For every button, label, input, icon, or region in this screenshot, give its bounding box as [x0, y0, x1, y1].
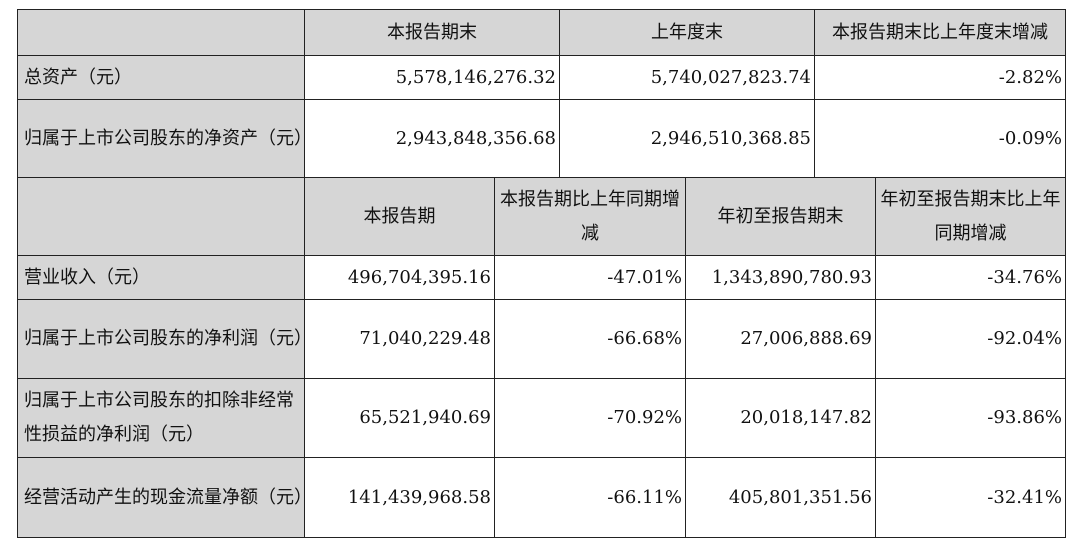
financial-table: 本报告期末 上年度末 本报告期末比上年度末增减 总资产（元） 5,578,146… [17, 9, 1066, 538]
income-section: 本报告期 本报告期比上年同期增减 年初至报告期末 年初至报告期末比上年同期增减 … [17, 178, 1066, 538]
header-empty [17, 178, 305, 256]
cell-value: -93.86% [876, 379, 1066, 458]
row-label: 归属于上市公司股东的净利润（元） [17, 300, 312, 379]
cell-value: 2,946,510,368.85 [560, 100, 815, 178]
header-prior-year-end: 上年度末 [560, 9, 815, 56]
cell-value: 71,040,229.48 [305, 300, 495, 379]
header-year-to-date: 年初至报告期末 [686, 178, 876, 256]
header-period-end: 本报告期末 [305, 9, 560, 56]
cell-value: -0.09% [815, 100, 1066, 178]
row-label: 归属于上市公司股东的净资产（元） [17, 100, 312, 178]
row-label: 营业收入（元） [17, 256, 305, 300]
cell-value: 5,578,146,276.32 [305, 56, 560, 100]
cell-value: -66.11% [495, 458, 686, 538]
header-empty [17, 9, 305, 56]
cell-value: -32.41% [876, 458, 1066, 538]
cell-value: -2.82% [815, 56, 1066, 100]
cell-value: -70.92% [495, 379, 686, 458]
cell-value: 65,521,940.69 [305, 379, 495, 458]
row-label: 归属于上市公司股东的扣除非经常性损益的净利润（元） [17, 379, 305, 458]
balance-section: 本报告期末 上年度末 本报告期末比上年度末增减 总资产（元） 5,578,146… [17, 9, 1066, 178]
cell-value: 496,704,395.16 [305, 256, 495, 300]
cell-value: 141,439,968.58 [305, 458, 495, 538]
cell-value: 5,740,027,823.74 [560, 56, 815, 100]
row-label: 经营活动产生的现金流量净额（元） [17, 458, 312, 538]
header-year-to-date-change: 年初至报告期末比上年同期增减 [876, 178, 1066, 256]
cell-value: 20,018,147.82 [686, 379, 876, 458]
header-change: 本报告期末比上年度末增减 [815, 9, 1066, 56]
cell-value: 405,801,351.56 [686, 458, 876, 538]
cell-value: -92.04% [876, 300, 1066, 379]
cell-value: -47.01% [495, 256, 686, 300]
cell-value: 2,943,848,356.68 [305, 100, 560, 178]
header-current-period-change: 本报告期比上年同期增减 [495, 178, 686, 256]
cell-value: -34.76% [876, 256, 1066, 300]
header-current-period: 本报告期 [305, 178, 495, 256]
row-label: 总资产（元） [17, 56, 305, 100]
cell-value: 27,006,888.69 [686, 300, 876, 379]
cell-value: 1,343,890,780.93 [686, 256, 876, 300]
cell-value: -66.68% [495, 300, 686, 379]
